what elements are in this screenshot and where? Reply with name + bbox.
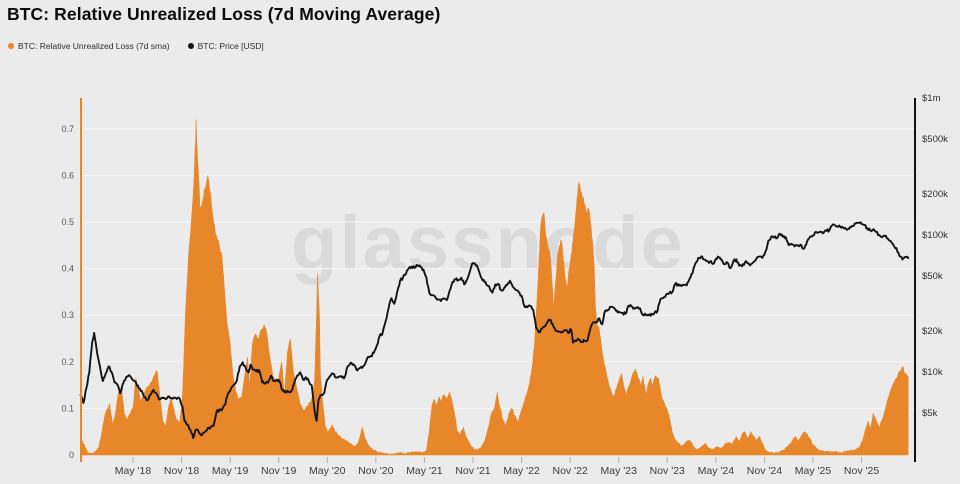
y-axis-right-tick-label: $1m: [922, 93, 941, 104]
y-axis-left-tick-label: 0.7: [61, 124, 74, 134]
y-axis-right-tick-label: $500k: [922, 134, 948, 145]
y-axis-left-tick-label: 0.3: [61, 310, 74, 320]
legend-label: BTC: Relative Unrealized Loss (7d sma): [18, 41, 170, 51]
y-axis-right-tick-label: $100k: [922, 230, 948, 241]
unrealized-loss-area-series: [80, 119, 909, 456]
x-axis-tick-label: Nov '21: [455, 465, 490, 477]
y-axis-right-tick-label: $50k: [922, 271, 943, 282]
legend-label: BTC: Price [USD]: [197, 41, 264, 51]
y-axis-left-tick-label: 0.5: [61, 217, 74, 227]
y-axis-left-tick-label: 0.2: [61, 357, 74, 367]
y-axis-right-tick-label: $10k: [922, 367, 943, 378]
black-dot-icon: [187, 43, 194, 49]
orange-dot-icon: [8, 43, 14, 49]
x-axis-tick-label: Nov '20: [358, 465, 393, 477]
x-axis-tick-label: May '18: [115, 465, 152, 477]
x-axis-tick-label: Nov '24: [747, 465, 782, 477]
x-axis-tick-label: Nov '22: [552, 465, 587, 477]
y-axis-left-tick-label: 0.1: [61, 403, 74, 413]
legend-item-price[interactable]: BTC: Price [USD]: [187, 41, 264, 51]
x-axis-tick-label: Nov '25: [844, 465, 879, 477]
x-axis-tick-label: May '21: [406, 465, 443, 477]
x-axis-tick-label: May '20: [309, 465, 346, 477]
x-axis-tick-label: Nov '19: [261, 465, 296, 477]
x-axis-tick-label: May '23: [600, 465, 637, 477]
y-axis-right-tick-label: $200k: [922, 189, 948, 200]
legend: BTC: Relative Unrealized Loss (7d sma) B…: [8, 41, 264, 51]
btc-price-line-series: [79, 221, 910, 439]
x-axis-tick-label: May '19: [212, 465, 249, 477]
x-axis-tick-label: May '22: [503, 465, 540, 477]
y-axis-left-tick-label: 0: [69, 450, 74, 460]
y-axis-left-tick-label: 0.4: [61, 264, 74, 274]
page-title: BTC: Relative Unrealized Loss (7d Moving…: [7, 4, 441, 24]
x-axis-tick-label: May '24: [698, 465, 735, 477]
x-axis-tick-label: Nov '18: [164, 465, 199, 477]
legend-item-unrealized-loss[interactable]: BTC: Relative Unrealized Loss (7d sma): [8, 41, 170, 51]
y-axis-left-tick-label: 0.6: [61, 170, 74, 180]
y-axis-right-tick-label: $20k: [922, 326, 943, 337]
x-axis-tick-label: Nov '23: [650, 465, 685, 477]
y-axis-right-tick-label: $5k: [922, 408, 938, 419]
x-axis-tick-label: May '25: [795, 465, 832, 477]
